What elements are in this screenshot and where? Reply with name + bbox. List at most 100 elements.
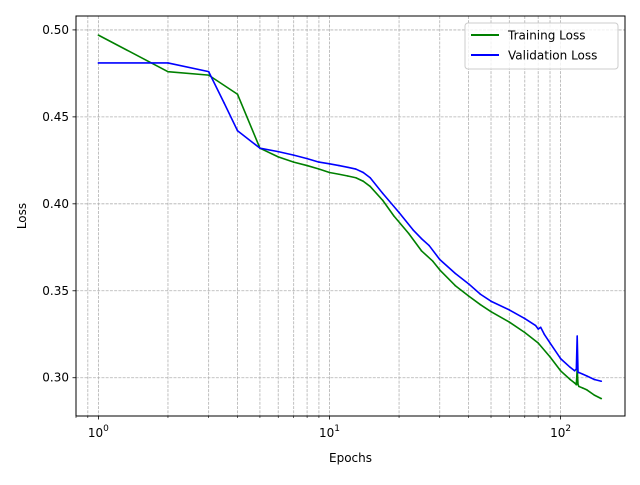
series-line-training-loss [98,34,602,400]
data-point-validation-loss [207,70,210,73]
data-point-validation-loss [428,244,430,247]
data-point-validation-loss [398,211,400,214]
data-point-training-loss [338,173,340,176]
data-point-training-loss [523,331,526,334]
data-point-validation-loss [277,150,280,153]
data-point-training-loss [318,168,320,170]
data-point-validation-loss [259,147,261,149]
y-tick-label: 0.45 [42,110,69,124]
data-point-validation-loss [600,380,603,383]
data-point-validation-loss [575,368,578,370]
data-point-training-loss [328,171,331,174]
data-point-validation-loss [306,157,308,160]
data-point-validation-loss [236,129,239,132]
data-point-training-loss [559,369,562,372]
data-point-training-loss [381,199,384,202]
data-point-training-loss [207,74,210,76]
data-point-validation-loss [582,373,584,376]
data-point-validation-loss [412,229,414,231]
data-point-training-loss [393,215,395,217]
data-point-training-loss [600,397,603,400]
data-point-training-loss [573,382,576,384]
data-point-validation-loss [467,283,470,285]
x-tick-label: 100 [88,424,109,440]
data-point-training-loss [292,161,295,163]
data-point-validation-loss [576,335,578,337]
legend-box [464,22,619,70]
grid [75,16,625,416]
x-axis-label: Epochs [329,451,372,465]
y-tick-label: 0.40 [42,197,69,211]
data-point-validation-loss [328,163,331,165]
data-point-validation-loss [549,342,551,344]
y-tick-label: 0.30 [42,371,69,385]
data-point-training-loss [346,175,349,177]
data-point-validation-loss [569,366,571,369]
legend: Training Loss Validation Loss [464,22,619,70]
data-point-validation-loss [508,309,511,311]
data-point-training-loss [454,284,457,287]
data-point-training-loss [355,176,357,179]
data-point-training-loss [575,383,578,386]
data-point-training-loss [167,70,169,73]
data-point-training-loss [438,269,441,271]
x-tick-label: 102 [550,424,571,440]
data-point-training-loss [582,387,584,389]
data-point-training-loss [407,232,410,235]
data-point-validation-loss [578,371,580,374]
data-point-validation-loss [420,237,423,240]
data-point-training-loss [537,342,539,344]
plot-background [76,16,625,416]
data-point-validation-loss [593,378,596,381]
data-point-training-loss [277,156,280,158]
data-point-validation-loss [523,317,526,320]
data-point-training-loss [306,164,308,167]
series-layer [97,34,603,400]
data-point-training-loss [577,383,579,386]
data-point-validation-loss [369,176,371,179]
data-point-validation-loss [438,258,441,261]
data-point-training-loss [586,389,588,391]
data-point-validation-loss [454,272,457,275]
data-point-training-loss [97,34,100,36]
data-point-training-loss [236,93,239,96]
data-point-training-loss [569,378,571,381]
data-point-validation-loss [167,62,169,64]
ticks: 0.30 0.35 0.40 0.45 0.50 100 101 102 [42,23,571,440]
data-point-validation-loss [573,369,576,372]
data-point-validation-loss [223,102,225,104]
legend-label-training-loss: Training Loss [507,29,585,43]
data-point-validation-loss [97,62,100,64]
data-point-validation-loss [537,328,539,330]
x-tick-label: 101 [319,424,340,440]
data-point-validation-loss [318,161,320,163]
y-tick-label: 0.35 [42,284,69,298]
data-point-validation-loss [534,324,537,327]
data-point-training-loss [369,185,371,188]
data-point-validation-loss [292,154,295,156]
data-point-training-loss [467,295,470,297]
data-point-validation-loss [559,357,562,360]
data-point-validation-loss [586,375,588,377]
legend-label-validation-loss: Validation Loss [508,49,597,63]
data-point-training-loss [578,385,580,388]
data-point-training-loss [479,303,482,306]
data-point-validation-loss [539,326,542,329]
data-point-training-loss [508,321,511,323]
data-point-training-loss [593,394,596,396]
data-point-validation-loss [362,171,365,174]
data-point-validation-loss [479,293,482,296]
data-point-validation-loss [355,168,357,170]
data-point-training-loss [490,310,492,313]
data-point-training-loss [549,356,551,358]
y-tick-label: 0.50 [42,23,69,37]
data-point-validation-loss [338,164,340,167]
y-axis-label: Loss [15,203,29,229]
data-point-validation-loss [346,166,349,169]
data-point-training-loss [420,249,423,252]
data-point-training-loss [362,180,365,183]
data-point-validation-loss [543,333,546,336]
plot-frame [75,15,626,417]
